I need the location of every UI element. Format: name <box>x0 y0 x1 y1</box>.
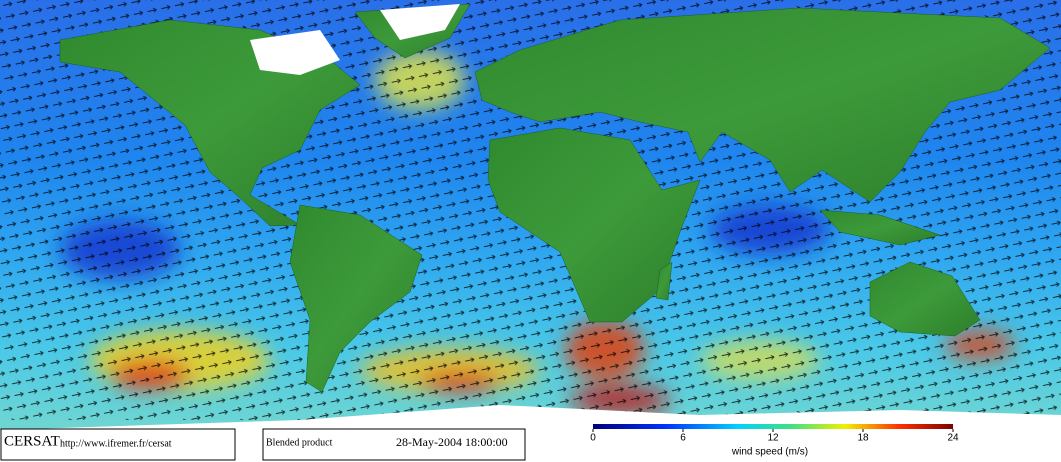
date: 28-May-2004 18:00:00 <box>396 435 508 449</box>
footer: CERSAT http://www.ifremer.fr/cersat Blen… <box>0 428 526 461</box>
colorbar-tick-label: 6 <box>680 433 686 444</box>
madagascar <box>655 261 673 301</box>
url: http://www.ifremer.fr/cersat <box>60 438 172 449</box>
colorbar-tick-label: 24 <box>947 433 959 444</box>
south-america <box>289 204 423 393</box>
colorbar-label: wind speed (m/s) <box>731 447 808 458</box>
australia <box>869 261 981 337</box>
product: Blended product <box>266 437 333 448</box>
logo: CERSAT <box>4 433 60 449</box>
colorbar-tick-label: 18 <box>857 433 869 444</box>
product-box <box>262 428 526 461</box>
indonesia <box>819 209 941 246</box>
colorbar-tick-label: 0 <box>590 433 596 444</box>
greenland-ice <box>380 4 460 40</box>
eurasia <box>474 7 1051 203</box>
colorbar-scale <box>593 424 953 429</box>
arctic-islands <box>250 30 340 75</box>
colorbar: wind speed (m/s) 0 6 12 18 24 <box>590 424 959 458</box>
colorbar-tick-label: 12 <box>767 433 779 444</box>
logo-box <box>0 428 236 461</box>
